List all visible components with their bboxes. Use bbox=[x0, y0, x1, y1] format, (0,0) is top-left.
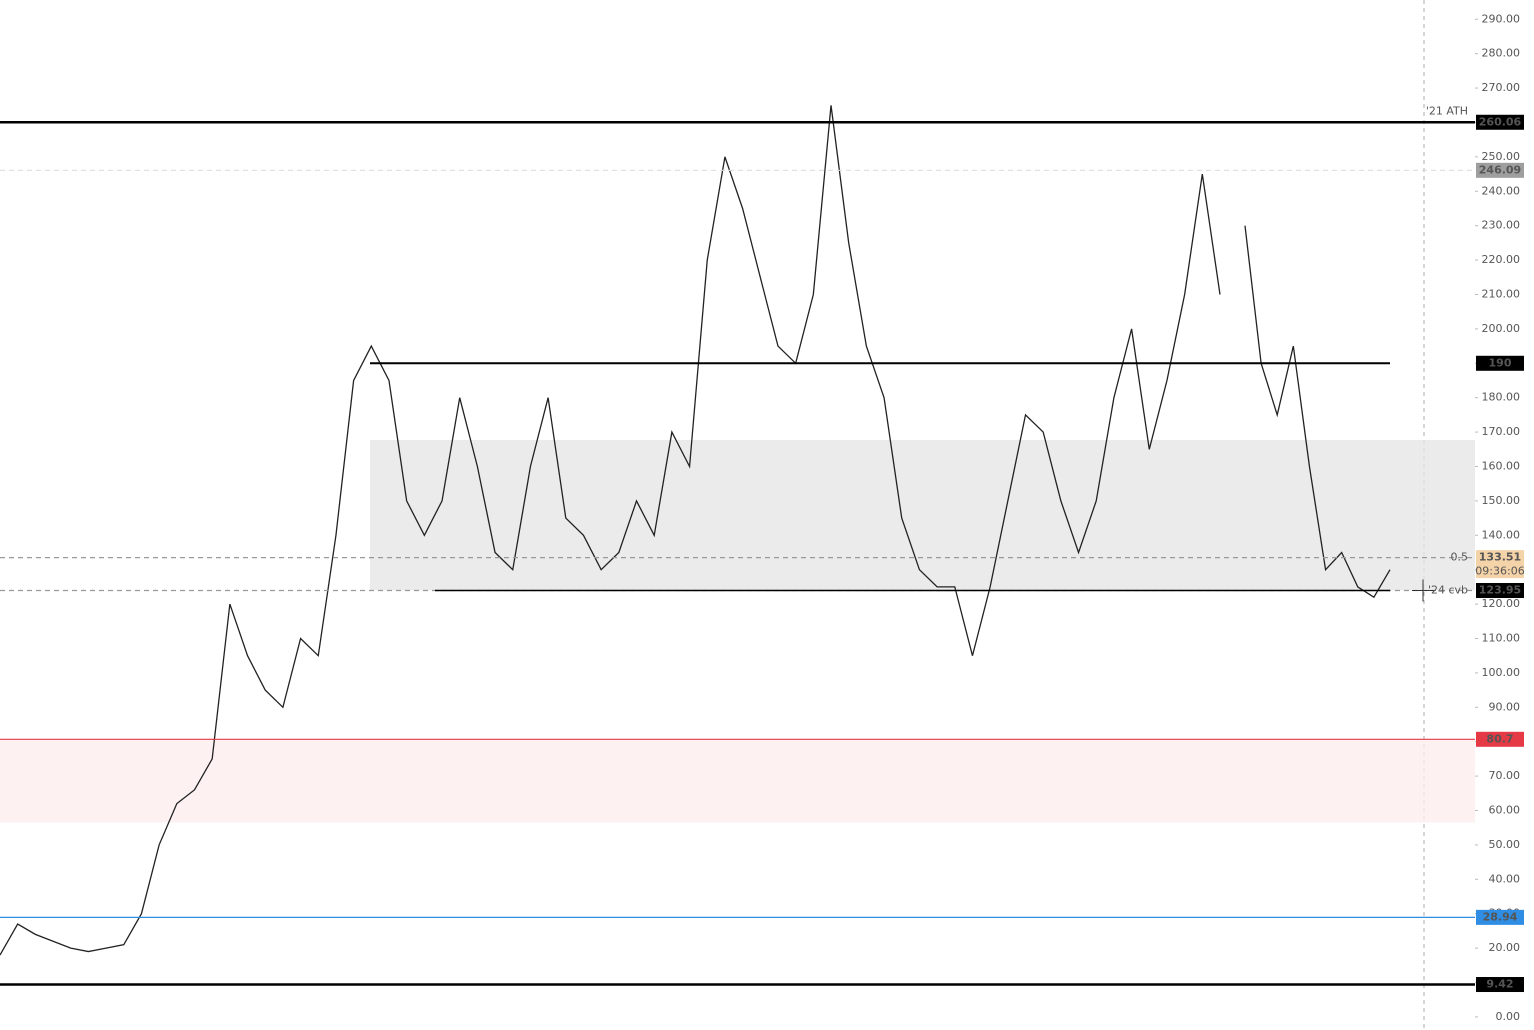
y-tick-label: 150.00 bbox=[1482, 494, 1521, 507]
y-tick-label: 200.00 bbox=[1482, 322, 1521, 335]
price-tag bbox=[1476, 355, 1524, 371]
zone bbox=[0, 739, 1475, 823]
y-tick-label: 50.00 bbox=[1489, 838, 1521, 851]
y-tick-label: 20.00 bbox=[1489, 941, 1521, 954]
price-tag-label: 123.95 bbox=[1479, 584, 1521, 597]
crosshair bbox=[1412, 579, 1434, 602]
price-line bbox=[0, 105, 1221, 956]
price-tag bbox=[1476, 977, 1524, 993]
level-name: '24 cvb bbox=[1428, 584, 1468, 597]
y-tick-label: 220.00 bbox=[1482, 253, 1521, 266]
y-tick-label: 240.00 bbox=[1482, 184, 1521, 197]
y-tick-label: 180.00 bbox=[1482, 391, 1521, 404]
y-tick-label: 100.00 bbox=[1482, 666, 1521, 679]
zone bbox=[370, 440, 1475, 591]
level-name: 0.5 bbox=[1451, 551, 1469, 564]
price-line bbox=[1244, 225, 1391, 599]
y-tick-label: 170.00 bbox=[1482, 425, 1521, 438]
level-name: '21 ATH bbox=[1426, 104, 1468, 117]
price-tag bbox=[1476, 731, 1524, 747]
y-tick-label: 140.00 bbox=[1482, 528, 1521, 541]
y-tick-label: 270.00 bbox=[1482, 81, 1521, 94]
y-tick-label: 160.00 bbox=[1482, 459, 1521, 472]
y-tick-label: 210.00 bbox=[1482, 287, 1521, 300]
y-tick-label: 110.00 bbox=[1482, 632, 1521, 645]
price-tag-label: 133.51 bbox=[1479, 551, 1521, 564]
price-tag bbox=[1476, 162, 1524, 178]
y-tick-label: 230.00 bbox=[1482, 219, 1521, 232]
y-tick-label: 250.00 bbox=[1482, 150, 1521, 163]
y-tick-label: 290.00 bbox=[1482, 12, 1521, 25]
price-tag bbox=[1476, 583, 1524, 599]
y-tick-label: 60.00 bbox=[1489, 804, 1521, 817]
y-tick-label: 70.00 bbox=[1489, 769, 1521, 782]
countdown: 09:36:06 bbox=[1475, 565, 1524, 578]
y-tick-label: 40.00 bbox=[1489, 872, 1521, 885]
price-tag-label: 190 bbox=[1489, 356, 1512, 369]
price-tag-label: 246.09 bbox=[1479, 163, 1521, 176]
price-tag-label: 80.7 bbox=[1486, 732, 1513, 745]
y-tick-label: 280.00 bbox=[1482, 47, 1521, 60]
y-tick-label: 0.00 bbox=[1496, 1010, 1521, 1023]
price-tag-label: 28.94 bbox=[1483, 910, 1518, 923]
y-tick-label: 90.00 bbox=[1489, 700, 1521, 713]
price-tag bbox=[1476, 909, 1524, 925]
price-tag bbox=[1476, 114, 1524, 130]
y-tick-label: 120.00 bbox=[1482, 597, 1521, 610]
price-tag-label: 260.06 bbox=[1479, 115, 1522, 128]
price-tag-label: 9.42 bbox=[1486, 978, 1513, 991]
price-tag bbox=[1476, 550, 1524, 579]
